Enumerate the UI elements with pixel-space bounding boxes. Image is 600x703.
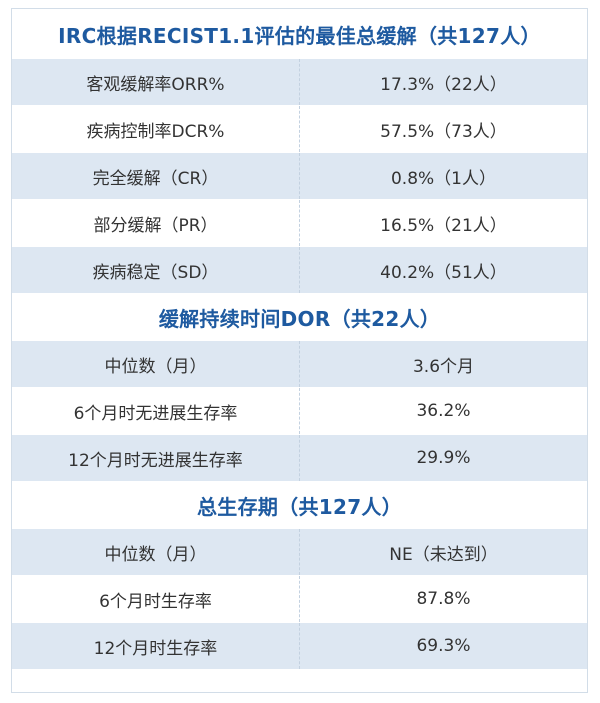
table-row: 6个月时无进展生存率 36.2% — [12, 388, 587, 435]
section-title-duration-of-response: 缓解持续时间DOR（共22人） — [12, 294, 587, 341]
table-row: 疾病控制率DCR% 57.5%（73人） — [12, 106, 587, 153]
row-label: 完全缓解（CR） — [12, 153, 300, 199]
section-title-overall-survival: 总生存期（共127人） — [12, 482, 587, 529]
row-label: 中位数（月） — [12, 529, 300, 575]
row-value: 40.2%（51人） — [380, 262, 507, 283]
row-label: 6个月时无进展生存率 — [12, 388, 300, 434]
row-value: 29.9% — [416, 448, 471, 468]
row-label: 12个月时无进展生存率 — [12, 435, 300, 481]
row-value: 16.5%（21人） — [380, 215, 507, 236]
section-title-best-overall-response: IRC根据RECIST1.1评估的最佳总缓解（共127人） — [12, 9, 587, 59]
table-row: 中位数（月） 3.6个月 — [12, 341, 587, 388]
table-row: 中位数（月） NE（未达到） — [12, 529, 587, 576]
row-label: 12个月时生存率 — [12, 623, 300, 669]
table-row: 部分缓解（PR） 16.5%（21人） — [12, 200, 587, 247]
row-label: 中位数（月） — [12, 341, 300, 387]
row-value: 87.8% — [416, 589, 471, 609]
table-row: 6个月时生存率 87.8% — [12, 576, 587, 623]
row-label: 疾病控制率DCR% — [12, 106, 300, 152]
section-rows-best-overall-response: 客观缓解率ORR% 17.3%（22人） 疾病控制率DCR% 57.5%（73人… — [12, 59, 587, 294]
row-value: 36.2% — [416, 401, 471, 421]
row-label: 6个月时生存率 — [12, 576, 300, 622]
table-row: 12个月时生存率 69.3% — [12, 623, 587, 670]
results-table: IRC根据RECIST1.1评估的最佳总缓解（共127人） 客观缓解率ORR% … — [11, 8, 588, 693]
section-rows-overall-survival: 中位数（月） NE（未达到） 6个月时生存率 87.8% 12个月时生存率 69… — [12, 529, 587, 670]
row-value: 0.8%（1人） — [390, 168, 496, 189]
row-label: 客观缓解率ORR% — [12, 59, 300, 105]
section-rows-duration-of-response: 中位数（月） 3.6个月 6个月时无进展生存率 36.2% 12个月时无进展生存… — [12, 341, 587, 482]
table-row: 12个月时无进展生存率 29.9% — [12, 435, 587, 482]
row-value: 69.3% — [416, 636, 471, 656]
row-value: 17.3%（22人） — [380, 74, 507, 95]
row-value: 57.5%（73人） — [380, 121, 507, 142]
row-value: 3.6个月 — [412, 356, 475, 377]
table-row: 疾病稳定（SD） 40.2%（51人） — [12, 247, 587, 294]
table-row: 完全缓解（CR） 0.8%（1人） — [12, 153, 587, 200]
table-row: 客观缓解率ORR% 17.3%（22人） — [12, 59, 587, 106]
row-label: 疾病稳定（SD） — [12, 247, 300, 293]
row-value: NE（未达到） — [389, 544, 498, 565]
row-label: 部分缓解（PR） — [12, 200, 300, 246]
